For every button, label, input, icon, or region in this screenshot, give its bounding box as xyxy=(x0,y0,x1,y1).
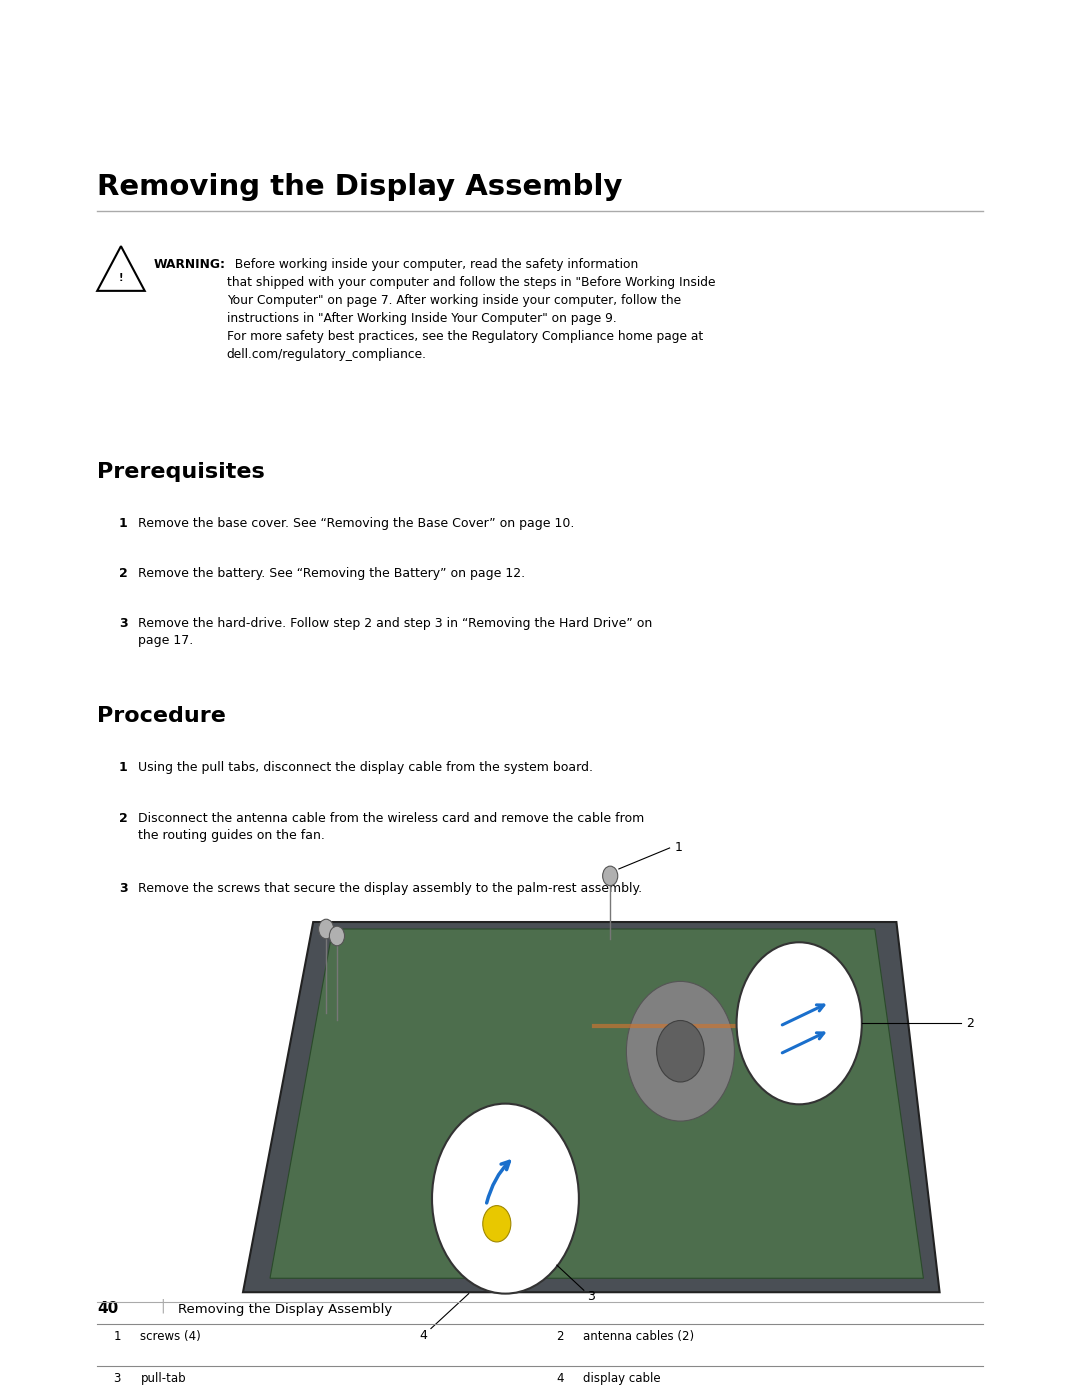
Text: Remove the hard-drive. Follow step 2 and step 3 in “Removing the Hard Drive” on
: Remove the hard-drive. Follow step 2 and… xyxy=(138,617,652,647)
Text: Using the pull tabs, disconnect the display cable from the system board.: Using the pull tabs, disconnect the disp… xyxy=(138,761,593,774)
Text: 3: 3 xyxy=(588,1291,595,1303)
Circle shape xyxy=(626,981,734,1120)
Text: 3: 3 xyxy=(113,1372,121,1384)
Polygon shape xyxy=(243,922,940,1292)
Text: Removing the Display Assembly: Removing the Display Assembly xyxy=(97,173,623,201)
Circle shape xyxy=(657,1020,704,1081)
Text: 2: 2 xyxy=(119,567,127,580)
Text: 3: 3 xyxy=(119,617,127,630)
Text: 1: 1 xyxy=(119,761,127,774)
Text: Prerequisites: Prerequisites xyxy=(97,462,265,482)
Text: Remove the battery. See “Removing the Battery” on page 12.: Remove the battery. See “Removing the Ba… xyxy=(138,567,525,580)
Text: 1: 1 xyxy=(675,841,683,855)
Circle shape xyxy=(319,919,334,939)
Text: Procedure: Procedure xyxy=(97,707,226,726)
Text: 2: 2 xyxy=(967,1017,974,1030)
Text: display cable: display cable xyxy=(583,1372,661,1384)
Text: |: | xyxy=(160,1299,164,1313)
Text: 40: 40 xyxy=(97,1301,119,1316)
Text: pull-tab: pull-tab xyxy=(140,1372,186,1384)
Text: 4: 4 xyxy=(420,1329,428,1341)
Circle shape xyxy=(603,866,618,886)
Circle shape xyxy=(737,942,862,1104)
Text: 1: 1 xyxy=(113,1330,121,1343)
Circle shape xyxy=(483,1206,511,1242)
Text: Removing the Display Assembly: Removing the Display Assembly xyxy=(178,1303,392,1316)
Text: 2: 2 xyxy=(119,812,127,824)
Text: antenna cables (2): antenna cables (2) xyxy=(583,1330,694,1343)
Text: 1: 1 xyxy=(119,517,127,529)
Text: screws (4): screws (4) xyxy=(140,1330,201,1343)
Text: Before working inside your computer, read the safety information
that shipped wi: Before working inside your computer, rea… xyxy=(227,258,715,362)
Text: Remove the base cover. See “Removing the Base Cover” on page 10.: Remove the base cover. See “Removing the… xyxy=(138,517,575,529)
Text: 2: 2 xyxy=(556,1330,564,1343)
Text: !: ! xyxy=(119,272,123,284)
Text: 4: 4 xyxy=(556,1372,564,1384)
Circle shape xyxy=(329,926,345,946)
Text: 3: 3 xyxy=(119,882,127,894)
Text: Disconnect the antenna cable from the wireless card and remove the cable from
th: Disconnect the antenna cable from the wi… xyxy=(138,812,645,841)
Text: WARNING:: WARNING: xyxy=(153,258,226,271)
Circle shape xyxy=(432,1104,579,1294)
Polygon shape xyxy=(270,929,923,1278)
Text: Remove the screws that secure the display assembly to the palm-rest assembly.: Remove the screws that secure the displa… xyxy=(138,882,643,894)
